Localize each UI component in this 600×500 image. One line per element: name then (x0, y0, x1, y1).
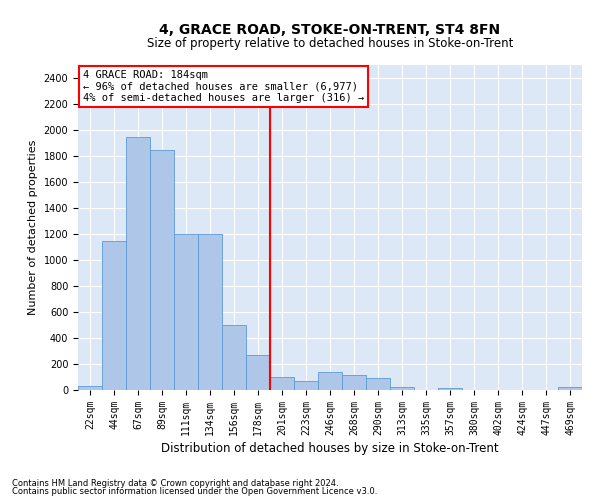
Bar (438, 388, 462, 390)
X-axis label: Distribution of detached houses by size in Stoke-on-Trent: Distribution of detached houses by size … (161, 442, 499, 455)
Bar (126, 136, 150, 390)
Text: Contains public sector information licensed under the Open Government Licence v3: Contains public sector information licen… (12, 487, 377, 496)
Bar (198, 234, 222, 390)
Bar (342, 375, 366, 390)
Text: 4 GRACE ROAD: 184sqm
← 96% of detached houses are smaller (6,977)
4% of semi-det: 4 GRACE ROAD: 184sqm ← 96% of detached h… (83, 70, 364, 103)
Bar (318, 372, 342, 390)
Y-axis label: Number of detached properties: Number of detached properties (28, 140, 38, 315)
Bar (390, 387, 414, 390)
Text: Contains HM Land Registry data © Crown copyright and database right 2024.: Contains HM Land Registry data © Crown c… (12, 478, 338, 488)
Bar (222, 325, 246, 390)
Bar (246, 355, 270, 390)
Bar (78, 386, 102, 390)
Bar (270, 377, 294, 390)
Text: 4, GRACE ROAD, STOKE-ON-TRENT, ST4 8FN: 4, GRACE ROAD, STOKE-ON-TRENT, ST4 8FN (160, 22, 500, 36)
Bar (558, 387, 582, 390)
Bar (174, 234, 198, 390)
Bar (366, 378, 390, 390)
Bar (102, 240, 126, 390)
Bar (150, 150, 174, 390)
Bar (294, 381, 318, 390)
Text: Size of property relative to detached houses in Stoke-on-Trent: Size of property relative to detached ho… (147, 38, 513, 51)
